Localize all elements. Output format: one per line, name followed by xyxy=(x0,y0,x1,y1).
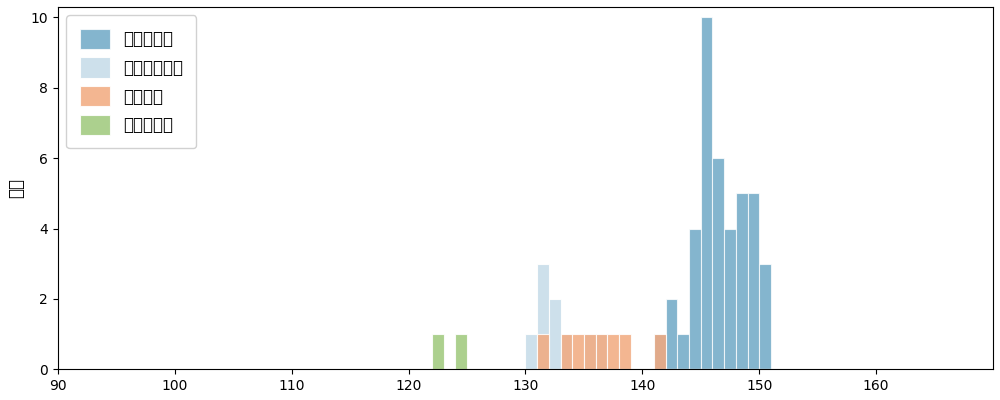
Bar xyxy=(561,334,572,369)
Bar xyxy=(584,334,596,369)
Bar xyxy=(712,158,724,369)
Bar xyxy=(549,299,561,369)
Bar xyxy=(654,334,666,369)
Bar xyxy=(584,334,596,369)
Y-axis label: 球数: 球数 xyxy=(7,178,25,198)
Bar xyxy=(666,299,677,369)
Bar xyxy=(759,264,771,369)
Bar xyxy=(537,264,549,369)
Bar xyxy=(561,334,572,369)
Bar xyxy=(677,334,689,369)
Bar xyxy=(607,334,619,369)
Bar xyxy=(432,334,444,369)
Bar xyxy=(701,18,712,369)
Bar xyxy=(596,334,607,369)
Legend: ストレート, カットボール, フォーク, スライダー: ストレート, カットボール, フォーク, スライダー xyxy=(66,15,196,148)
Bar xyxy=(525,334,537,369)
Bar xyxy=(596,334,607,369)
Bar xyxy=(654,334,666,369)
Bar xyxy=(537,334,549,369)
Bar xyxy=(572,334,584,369)
Bar xyxy=(689,228,701,369)
Bar xyxy=(748,194,759,369)
Bar xyxy=(736,194,748,369)
Bar xyxy=(455,334,467,369)
Bar xyxy=(724,228,736,369)
Bar xyxy=(619,334,631,369)
